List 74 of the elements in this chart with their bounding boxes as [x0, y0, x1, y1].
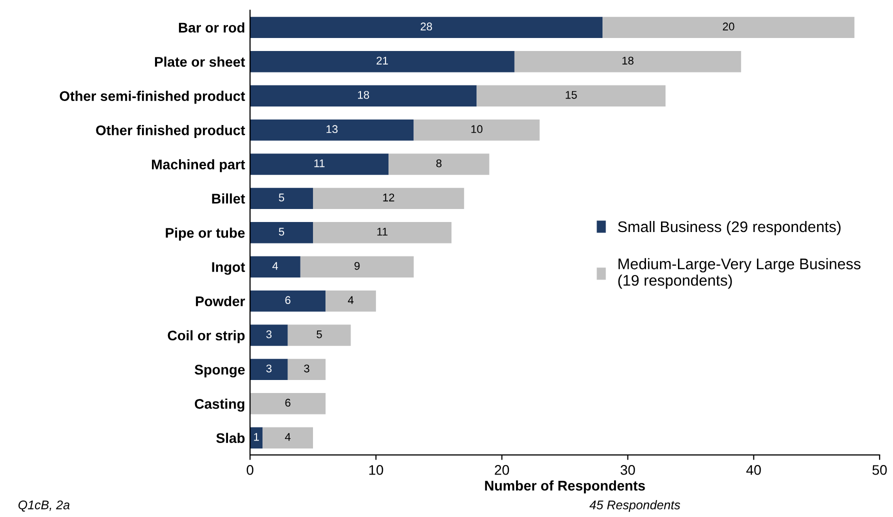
text: Q1cB, 2a: [18, 500, 70, 512]
x-axis-title: Number of Respondents: [485, 480, 645, 494]
bar: [250, 290, 326, 312]
y-tick-label: Plate or sheet: [155, 56, 246, 67]
bar: [250, 51, 514, 72]
bar: [288, 324, 351, 346]
data-label: 12: [383, 194, 394, 202]
y-tick-label: Bar or rod: [178, 22, 244, 33]
data-label: 18: [622, 56, 634, 65]
bar: [388, 154, 490, 175]
bar: [312, 188, 464, 210]
data-label: 11: [314, 159, 325, 168]
data-label: 11: [377, 228, 388, 236]
bar: [514, 51, 742, 72]
data-label: 5: [278, 194, 284, 202]
data-label: 1: [254, 433, 259, 441]
data-label: 4: [272, 262, 278, 270]
data-label: 10: [471, 125, 482, 134]
data-label: 18: [358, 90, 370, 99]
bar: [250, 393, 326, 414]
data-label: 6: [285, 296, 290, 304]
bar: [250, 154, 389, 175]
bar: [250, 256, 300, 278]
bar: [250, 119, 414, 141]
bar: [262, 427, 313, 448]
data-label: 3: [304, 364, 310, 372]
x-tick-label: 10: [369, 465, 384, 475]
data-label: 8: [436, 159, 442, 168]
y-tick-label: Sponge: [194, 364, 245, 378]
bar: [250, 85, 477, 106]
bar: [250, 16, 603, 38]
bar: [250, 188, 313, 210]
text: 45 Respondents: [589, 500, 680, 512]
y-tick-label: Coil or strip: [168, 330, 245, 344]
y-tick-label: Powder: [196, 296, 245, 306]
y-tick-label: Other semi-finished product: [60, 90, 246, 104]
bar: [476, 85, 666, 106]
x-tick-label: 50: [872, 465, 887, 475]
bar: [250, 427, 263, 448]
bar: [250, 324, 288, 346]
x-tick-label: 30: [620, 465, 635, 475]
legend-label: Small Business (29 respondents): [618, 220, 841, 236]
bar: [288, 358, 326, 380]
y-tick-label: Casting: [194, 398, 244, 412]
data-label: 4: [284, 433, 291, 441]
data-label: 5: [316, 330, 322, 338]
y-tick-label: Other finished product: [96, 125, 246, 138]
data-label: 13: [326, 125, 338, 134]
bar: [414, 119, 540, 141]
bar: [250, 358, 288, 380]
data-label: 3: [266, 364, 272, 372]
data-label: 5: [278, 228, 284, 236]
y-tick-label: Ingot: [212, 262, 246, 275]
y-tick-label: Slab: [216, 432, 245, 444]
data-label: 9: [354, 262, 360, 270]
data-label: 21: [376, 56, 388, 65]
bar: [250, 222, 313, 244]
x-tick-label: 20: [494, 465, 510, 475]
y-tick-label: Billet: [212, 193, 246, 204]
x-tick-label: 0: [246, 465, 254, 475]
y-tick-label: Pipe or tube: [166, 228, 245, 241]
x-tick-label: 40: [746, 465, 761, 475]
bar: [326, 290, 376, 312]
data-label: 15: [566, 91, 577, 99]
legend-label: Medium-Large-Very Large Business (19 respondents): [618, 258, 860, 289]
bar: [602, 16, 854, 38]
data-label: 3: [266, 330, 272, 338]
bar: [300, 256, 414, 278]
data-label: 20: [722, 22, 734, 30]
data-label: 4: [348, 296, 354, 304]
bar: [312, 222, 452, 244]
data-label: 6: [285, 398, 290, 407]
data-label: 28: [420, 22, 432, 30]
y-tick-label: Machined part: [152, 159, 246, 172]
